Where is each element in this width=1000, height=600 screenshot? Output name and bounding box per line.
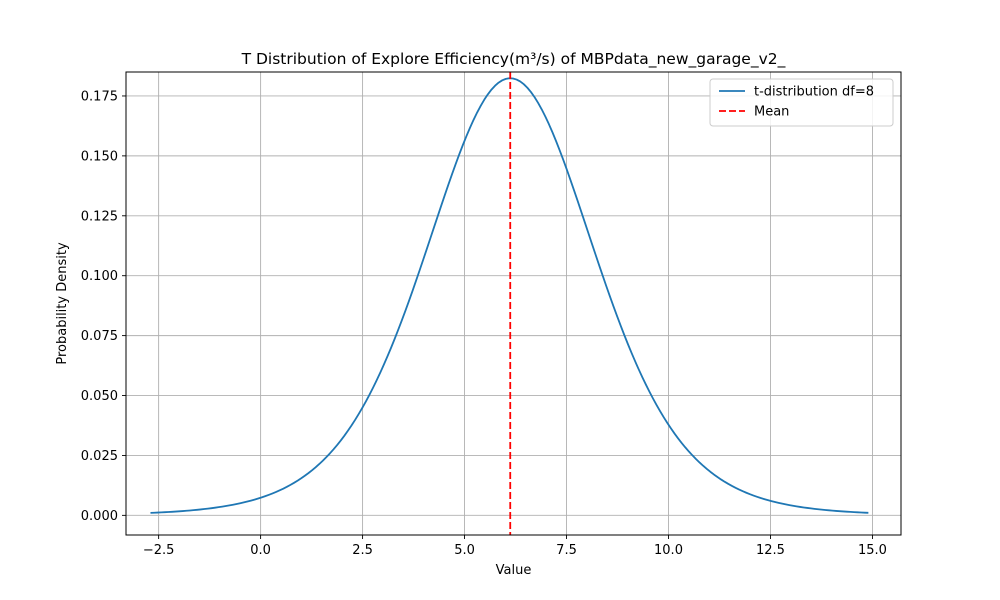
y-axis-label: Probability Density xyxy=(55,242,70,365)
x-tick-label: 0.0 xyxy=(250,543,271,558)
x-tick-label: −2.5 xyxy=(143,543,175,558)
legend-box xyxy=(709,78,894,127)
chart-title: T Distribution of Explore Efficiency(m³/… xyxy=(241,50,786,69)
y-tick-label: 0.050 xyxy=(81,389,118,404)
legend-label-mean: Mean xyxy=(754,105,789,120)
x-axis-label: Value xyxy=(496,563,532,578)
legend-label-t-distribution: t-distribution df=8 xyxy=(754,85,874,100)
y-tick-label: 0.175 xyxy=(81,89,118,104)
y-tick-label: 0.125 xyxy=(81,209,118,224)
x-tick-label: 7.5 xyxy=(556,543,577,558)
y-tick-label: 0.100 xyxy=(81,269,118,284)
axis-ticks: −2.5 0.0 2.5 5.0 7.5 10.0 12.5 15.0 0.000 0.025 0.… xyxy=(81,89,887,558)
y-tick-label: 0.150 xyxy=(81,149,118,164)
y-tick-label: 0.075 xyxy=(81,329,118,344)
grid xyxy=(126,72,901,535)
plot-frame xyxy=(125,71,902,536)
plot-data xyxy=(150,72,869,535)
x-tick-label: 10.0 xyxy=(654,543,683,558)
x-tick-label: 5.0 xyxy=(454,543,475,558)
x-tick-label: 12.5 xyxy=(756,543,785,558)
y-tick-label: 0.000 xyxy=(81,509,118,524)
y-tick-label: 0.025 xyxy=(81,449,118,464)
x-tick-label: 2.5 xyxy=(352,543,373,558)
legend: t-distribution df=8 Mean xyxy=(709,78,894,127)
x-tick-label: 15.0 xyxy=(858,543,887,558)
